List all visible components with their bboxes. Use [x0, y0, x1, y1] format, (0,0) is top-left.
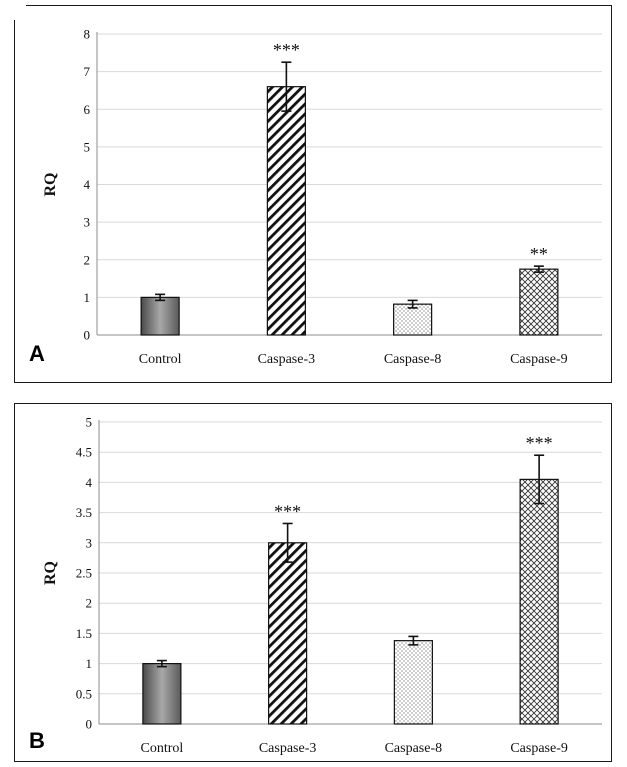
- chart-panel-a: 0 1 2 3 4 5 6 7 8 RQ Control *** Caspase-3 Caspase-8 *…: [14, 5, 612, 383]
- y-tick-label: 1: [86, 656, 93, 671]
- x-category-label: Caspase-8: [384, 352, 442, 367]
- x-category-label: Caspase-3: [258, 352, 316, 367]
- y-tick-label: 1: [84, 290, 91, 305]
- x-category-label: Caspase-8: [385, 741, 443, 756]
- y-tick-label: 4: [86, 475, 93, 490]
- y-tick-label: 5: [84, 139, 91, 154]
- y-tick-label: 3: [86, 535, 93, 550]
- x-category-label: Caspase-3: [259, 741, 317, 756]
- bar-caspase-9: [519, 268, 559, 336]
- y-tick-label: 5: [86, 415, 93, 430]
- bar-caspase-3: [266, 86, 306, 336]
- x-category-label: Caspase-9: [510, 741, 568, 756]
- page-corner-mask: [0, 0, 26, 20]
- panel-label: A: [29, 341, 45, 366]
- bar-caspase-3: [268, 542, 308, 725]
- y-tick-label: 1.5: [76, 626, 92, 641]
- bar-control: [142, 663, 182, 725]
- significance-marker: ***: [526, 433, 553, 453]
- bar-caspase-8: [393, 303, 433, 336]
- y-tick-label: 0: [84, 328, 91, 343]
- y-tick-label: 2.5: [76, 566, 92, 581]
- y-tick-label: 8: [84, 27, 91, 42]
- bar-caspase-9: [519, 478, 559, 725]
- x-category-label: Control: [139, 352, 182, 367]
- y-tick-label: 0: [86, 717, 93, 732]
- chart-a-svg: 0 1 2 3 4 5 6 7 8 RQ Control *** Caspase-3 Caspase-8 *…: [29, 27, 602, 367]
- significance-marker: **: [530, 244, 548, 264]
- y-axis-label: RQ: [42, 173, 59, 197]
- bar-control: [140, 296, 180, 336]
- y-axis-label: RQ: [42, 561, 59, 585]
- y-tick-label: 7: [84, 64, 91, 79]
- y-tick-label: 4: [84, 177, 91, 192]
- y-tick-label: 0.5: [76, 686, 92, 701]
- y-tick-label: 6: [84, 102, 91, 117]
- significance-marker: ***: [273, 40, 300, 60]
- panel-label: B: [29, 728, 45, 753]
- y-tick-label: 3: [84, 215, 91, 230]
- y-tick-label: 2: [84, 252, 91, 267]
- bar-caspase-8: [393, 640, 433, 725]
- chart-b-svg: 0 0.5 1 1.5 2 2.5 3 3.5 4 4.5 5 RQ Control *** Caspase…: [29, 415, 602, 756]
- y-tick-label: 4.5: [76, 445, 92, 460]
- y-tick-label: 3.5: [76, 505, 92, 520]
- significance-marker: ***: [274, 501, 301, 521]
- x-category-label: Caspase-9: [510, 352, 568, 367]
- x-category-label: Control: [140, 741, 183, 756]
- y-tick-label: 2: [86, 596, 93, 611]
- chart-panel-b: 0 0.5 1 1.5 2 2.5 3 3.5 4 4.5 5 RQ Control *** Caspase…: [14, 403, 612, 762]
